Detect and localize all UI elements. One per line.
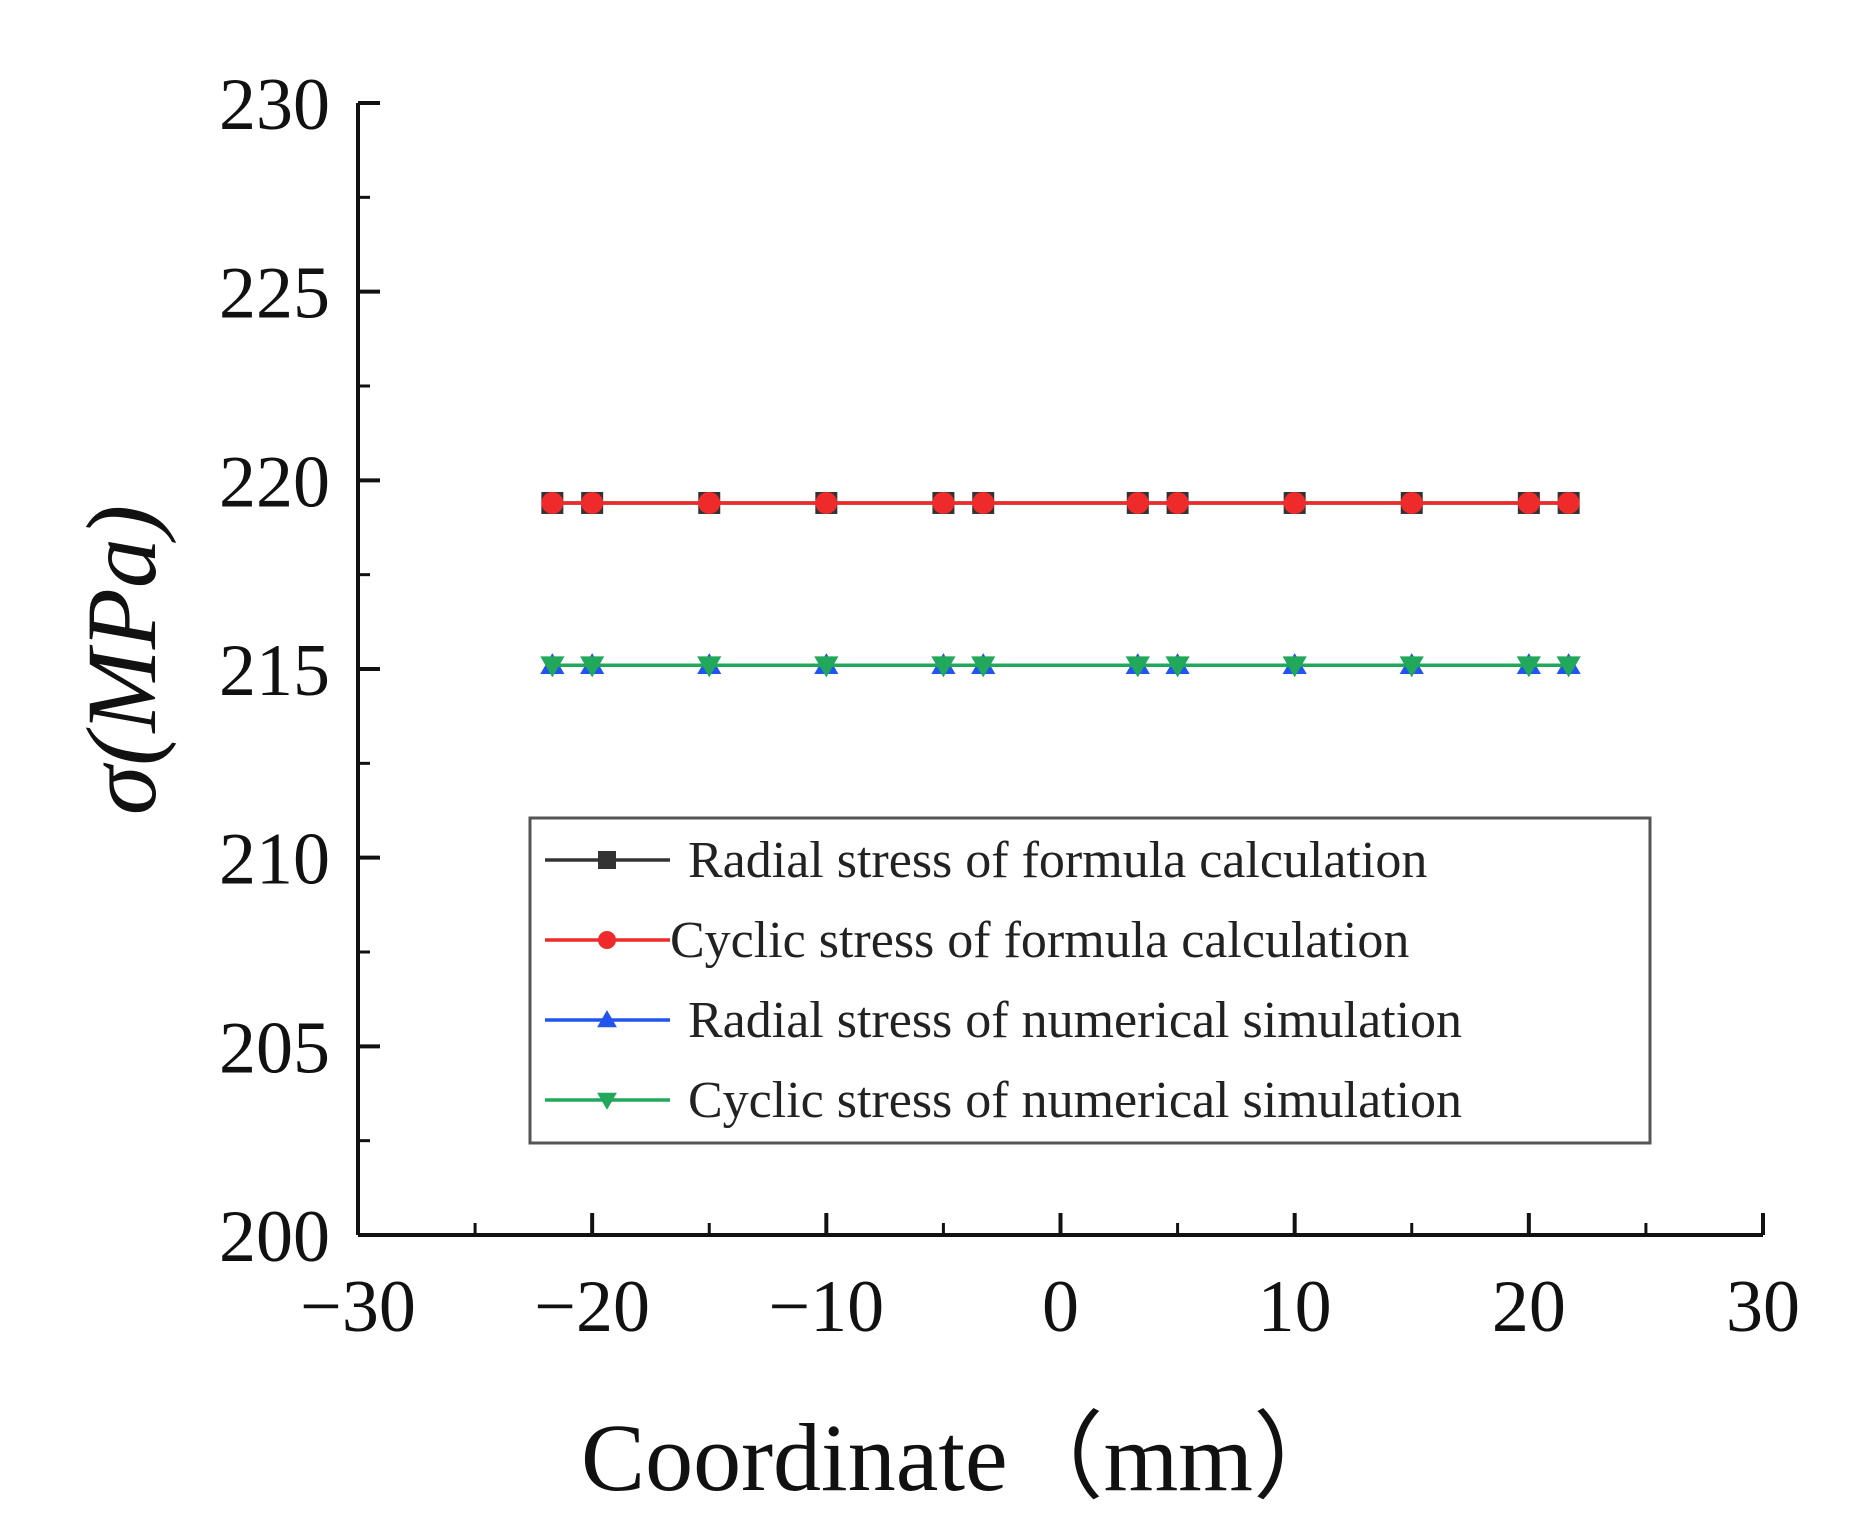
y-tick-label: 215 (219, 630, 330, 712)
data-point (972, 491, 995, 514)
series-2 (541, 491, 1580, 514)
data-point (1165, 656, 1190, 678)
y-tick-label: 210 (219, 819, 330, 901)
legend-item-2: Cyclic stress of formula calculation (545, 912, 1409, 969)
x-axis-title: Coordinate（mm） (581, 1404, 1349, 1511)
data-point (1283, 491, 1306, 514)
x-tick-label: −30 (300, 1266, 416, 1348)
series-4 (540, 656, 1581, 678)
data-point (1517, 491, 1540, 514)
data-point (1166, 491, 1189, 514)
data-point (1125, 656, 1150, 678)
data-point (932, 491, 955, 514)
legend-item-4: Cyclic stress of numerical simulation (545, 1072, 1462, 1129)
data-point (1556, 656, 1581, 678)
legend-box (528, 816, 1652, 1145)
legend-swatch-marker (597, 1092, 617, 1110)
data-point (1126, 491, 1149, 514)
legend-swatch-marker (598, 931, 616, 949)
legend-swatch-marker (598, 851, 616, 869)
legend-swatch-marker (597, 1010, 617, 1028)
data-point (1399, 656, 1424, 678)
legend-item-1: Radial stress of formula calculation (545, 832, 1427, 889)
y-axis-title: σ(MPa) (66, 505, 177, 815)
x-tick-label: 30 (1726, 1266, 1800, 1348)
x-tick-label: 20 (1492, 1266, 1566, 1348)
data-point (540, 656, 565, 678)
data-point (1400, 491, 1423, 514)
data-point (581, 491, 604, 514)
data-point (815, 491, 838, 514)
data-point (1557, 491, 1580, 514)
x-tick-label: −20 (534, 1266, 650, 1348)
data-point (580, 656, 605, 678)
axes-layer: 200 205 210 215 220 225 230 −30 −20 −10 0 10 20 30 (219, 64, 1800, 1348)
legend-item-3: Radial stress of numerical simulation (545, 992, 1462, 1049)
data-point (931, 656, 956, 678)
axis-titles: Coordinate（mm） σ(MPa) (66, 505, 1349, 1511)
data-point (1282, 656, 1307, 678)
legend-label: Cyclic stress of numerical simulation (688, 1072, 1462, 1129)
series-layer (540, 491, 1581, 678)
data-point (814, 656, 839, 678)
legend-label: Radial stress of formula calculation (688, 832, 1427, 889)
x-tick-label: 0 (1042, 1266, 1079, 1348)
legend: Radial stress of formula calculation Cycl… (528, 816, 1652, 1145)
data-point (971, 656, 996, 678)
data-point (697, 656, 722, 678)
legend-label: Radial stress of numerical simulation (688, 992, 1462, 1049)
x-tick-label: 10 (1258, 1266, 1332, 1348)
data-point (1516, 656, 1541, 678)
data-point (698, 491, 721, 514)
y-tick-label: 230 (219, 64, 330, 146)
y-tick-label: 225 (219, 253, 330, 335)
data-point (541, 491, 564, 514)
y-tick-label: 220 (219, 441, 330, 523)
y-tick-label: 200 (219, 1196, 330, 1278)
legend-label: Cyclic stress of formula calculation (670, 912, 1409, 969)
y-tick-label: 205 (219, 1007, 330, 1089)
x-tick-label: −10 (768, 1266, 884, 1348)
